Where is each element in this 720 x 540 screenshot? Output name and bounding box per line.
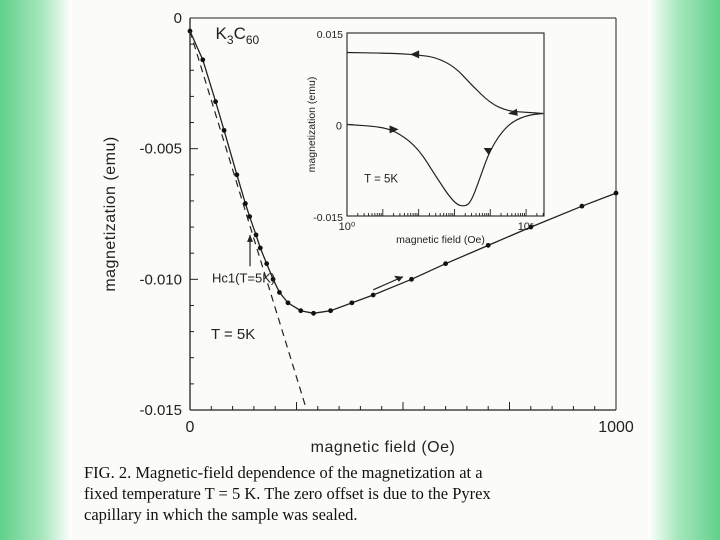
data-point (370, 292, 376, 298)
data-point (213, 99, 218, 105)
inset-decreasing-curve (346, 51, 544, 115)
data-point (528, 224, 534, 230)
temperature-label: T = 5K (211, 326, 255, 343)
dashed-linear-fit (189, 30, 306, 405)
data-point (277, 290, 282, 295)
caption-line: FIG. 2. Magnetic-field dependence of the… (84, 463, 483, 482)
data-point (221, 127, 227, 133)
data-point (257, 245, 263, 251)
data-point (485, 242, 491, 248)
inset-y-axis-label: magnetization (emu) (306, 77, 318, 173)
inset-temperature-label: T = 5K (364, 173, 398, 185)
inset-frame (346, 32, 545, 217)
caption-line: fixed temperature T = 5 K. The zero offs… (84, 484, 491, 503)
data-point (200, 57, 206, 63)
data-point (443, 261, 448, 267)
sample-label: K3C60 (216, 24, 260, 47)
data-point (311, 310, 316, 316)
y-axis-label: magnetization (emu) (102, 136, 119, 291)
inset-x-tick-label: 10⁰ (339, 221, 356, 233)
data-point (409, 276, 414, 282)
inset-arrow (410, 50, 420, 59)
inset-y-tick-label: 0 (336, 121, 342, 133)
inset-arrow (507, 108, 518, 116)
inset-arrow (389, 125, 399, 134)
x-axis-label: magnetic field (Oe) (311, 439, 456, 456)
figure-caption: FIG. 2. Magnetic-field dependence of the… (84, 462, 644, 525)
inset-x-tick-label: 10⁵ (518, 221, 535, 233)
inset-y-tick-label: -0.015 (313, 212, 343, 224)
inset-arrow (483, 147, 493, 155)
data-point (234, 172, 240, 178)
data-point (613, 190, 619, 196)
inset-y-tick-label: 0.015 (317, 29, 343, 41)
caption-line: capillary in which the sample was sealed… (84, 505, 358, 524)
magnetization-curve (189, 30, 617, 314)
x-tick-label: 0 (186, 419, 195, 436)
y-tick-label: -0.005 (139, 141, 182, 158)
data-point (579, 203, 585, 209)
slide: 0 -0.005 -0.010 -0.015 0 1000 magnetic field (… (72, 0, 648, 540)
data-point (298, 308, 304, 314)
inset-x-axis-label: magnetic field (Oe) (396, 234, 485, 246)
y-tick-label: -0.010 (139, 271, 182, 288)
data-point (247, 214, 253, 220)
hc1-label: Hc1(T=5K) (212, 270, 275, 285)
arrow-head (394, 275, 403, 282)
data-point (328, 308, 333, 314)
hc1-arrow-head (247, 234, 254, 242)
data-point (264, 261, 270, 267)
data-point (253, 232, 259, 238)
x-tick-label: 1000 (598, 419, 634, 436)
y-tick-label: -0.015 (139, 402, 182, 419)
data-point (349, 300, 355, 306)
data-point (242, 201, 248, 206)
data-point (270, 276, 276, 282)
y-tick-label: 0 (174, 10, 182, 27)
data-point (285, 300, 291, 306)
